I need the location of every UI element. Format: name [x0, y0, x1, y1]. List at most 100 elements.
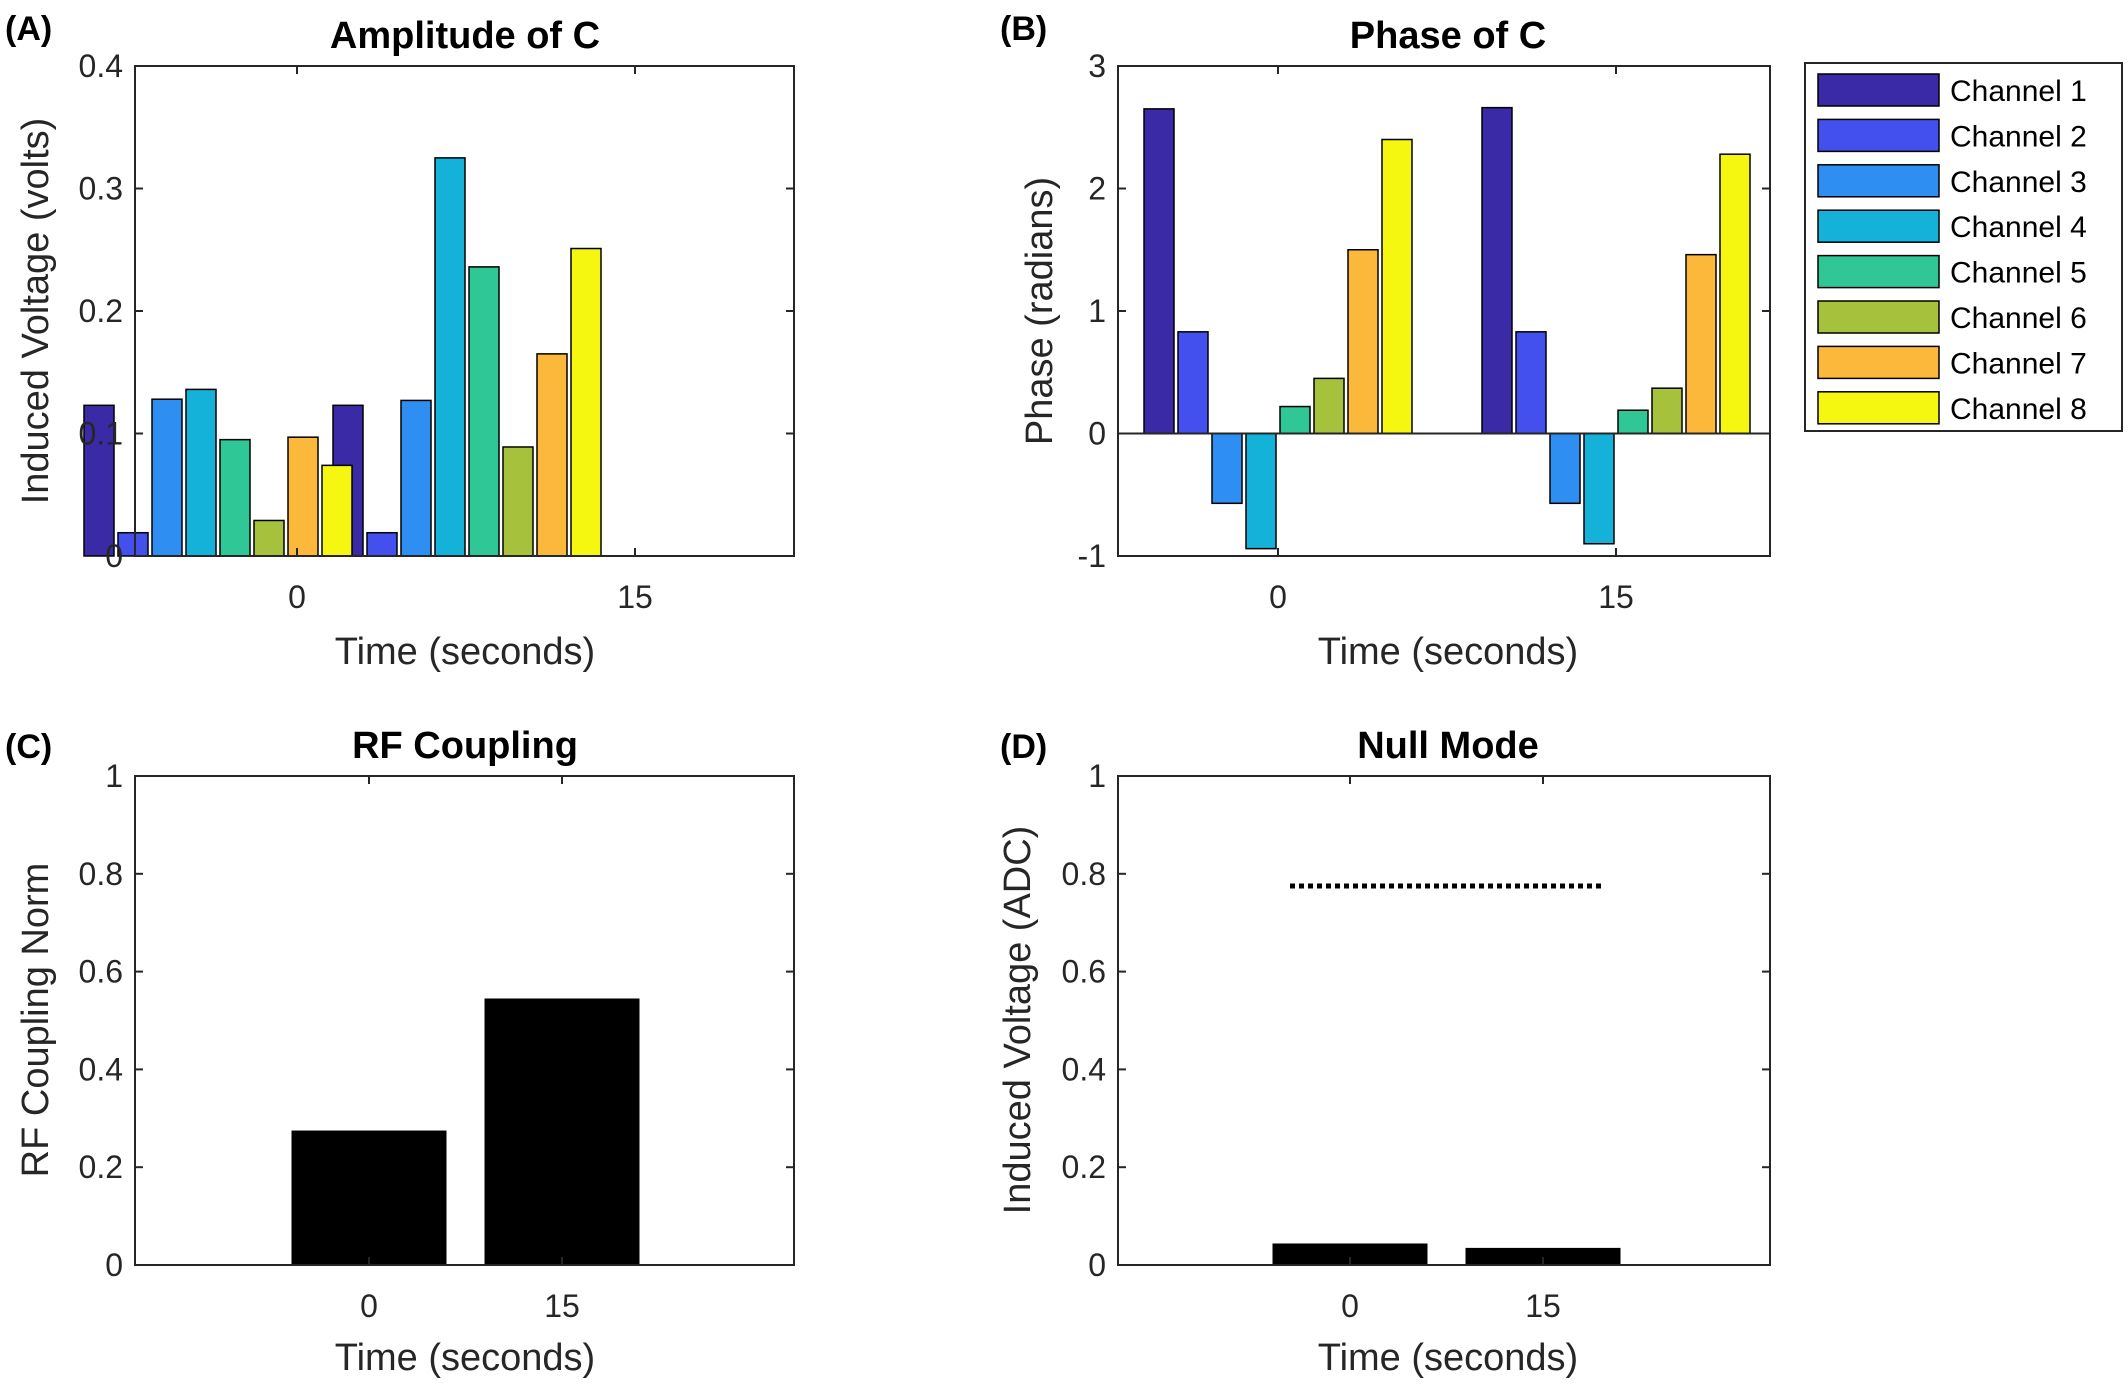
y-tick-label: 0 — [1088, 416, 1106, 452]
legend-swatch-channel-5 — [1817, 254, 1940, 289]
y-axis-label: Phase (radians) — [1019, 177, 1061, 445]
y-axis-label: Induced Voltage (ADC) — [997, 826, 1039, 1215]
y-tick-label: 0.2 — [1062, 1149, 1106, 1185]
bar-channel-6-t15 — [502, 446, 534, 557]
x-axis-label: Time (seconds) — [1318, 1337, 1578, 1379]
y-tick-label: 0.4 — [79, 1051, 123, 1087]
x-tick-label: 0 — [360, 1288, 378, 1324]
bar-channel-8-t15 — [1719, 153, 1751, 435]
bar-channel-8-t0 — [321, 464, 353, 557]
legend-swatch-channel-7 — [1817, 345, 1940, 380]
bar-channel-3-t15 — [1549, 432, 1581, 505]
bars-group — [291, 998, 640, 1265]
x-axis-ticks: 0 15 — [1269, 66, 1634, 615]
panel-label-a: (A) — [5, 10, 52, 48]
y-tick-label: 1 — [105, 758, 123, 794]
bar-channel-6-t0 — [253, 519, 285, 557]
bar-channel-4-t0 — [185, 388, 217, 557]
legend-label-channel-2: Channel 2 — [1950, 120, 2087, 153]
chart-title: Phase of C — [1350, 15, 1546, 57]
bar-channel-5-t15 — [1617, 409, 1649, 435]
x-tick-label: 0 — [1269, 579, 1287, 615]
legend-label-channel-1: Channel 1 — [1950, 75, 2087, 108]
chart-phase: Phase of C -1 0 1 2 3 0 15 Time (seconds) Pha… — [1019, 15, 1771, 673]
legend-label-channel-6: Channel 6 — [1950, 302, 2087, 335]
bar-channel-5-t0 — [1279, 405, 1311, 435]
bar-channel-7-t15 — [1685, 253, 1717, 435]
x-tick-label: 0 — [1341, 1288, 1359, 1324]
bar-channel-4-t15 — [434, 157, 466, 557]
legend-label-channel-8: Channel 8 — [1950, 393, 2087, 426]
bar-channel-4-t0 — [1245, 432, 1277, 550]
y-tick-label: 0.6 — [1062, 954, 1106, 990]
bar-channel-5-t15 — [468, 266, 500, 557]
bar-channel-8-t0 — [1381, 138, 1413, 435]
bar-channel-6-t0 — [1313, 377, 1345, 435]
bar-t0 — [1272, 1243, 1428, 1265]
x-axis-label: Time (seconds) — [335, 631, 595, 673]
y-tick-label: -1 — [1078, 538, 1106, 574]
bar-channel-7-t15 — [536, 353, 568, 557]
bar-channel-7-t0 — [1347, 249, 1379, 435]
chart-rf-coupling: RF Coupling 0 0.2 0.4 0.6 0.8 1 0 15 Time (sec… — [15, 725, 795, 1379]
chart-null-mode: Null Mode 0 0.2 0.4 0.6 0.8 1 0 15 Time (secon… — [997, 725, 1771, 1379]
bar-channel-6-t15 — [1651, 387, 1683, 435]
x-axis-label: Time (seconds) — [1318, 631, 1578, 673]
legend-label-channel-3: Channel 3 — [1950, 166, 2087, 199]
bar-channel-4-t15 — [1583, 432, 1615, 545]
legend-swatch-channel-2 — [1817, 118, 1940, 153]
chart-amplitude: Amplitude of C 0 0.1 0.2 0.3 0.4 0 15 Time (s… — [15, 15, 795, 673]
plot-frame — [134, 775, 795, 1266]
y-tick-label: 2 — [1088, 171, 1106, 207]
y-axis-label: Induced Voltage (volts) — [15, 118, 57, 505]
y-axis-ticks: 0 0.2 0.4 0.6 0.8 1 — [1062, 758, 1770, 1283]
y-tick-label: 0.4 — [1062, 1051, 1106, 1087]
y-tick-label: 0.1 — [79, 416, 123, 452]
x-tick-label: 15 — [1525, 1288, 1561, 1324]
y-tick-label: 0.8 — [1062, 856, 1106, 892]
x-axis-ticks: 0 15 — [288, 66, 653, 615]
y-tick-label: 0 — [105, 1247, 123, 1283]
y-axis-ticks: 0 0.2 0.4 0.6 0.8 1 — [79, 758, 794, 1283]
y-tick-label: 0.2 — [79, 293, 123, 329]
bars-group — [83, 157, 602, 557]
plot-frame — [1117, 775, 1771, 1266]
x-axis-ticks: 0 15 — [360, 776, 580, 1324]
x-tick-label: 15 — [544, 1288, 580, 1324]
bars-group — [1272, 883, 1621, 1265]
panel-label-c: (C) — [5, 728, 52, 766]
bar-channel-5-t0 — [219, 438, 251, 557]
y-tick-label: 0.6 — [79, 954, 123, 990]
y-tick-label: 0 — [105, 538, 123, 574]
y-tick-label: 0.4 — [79, 48, 123, 84]
bar-channel-7-t0 — [287, 436, 319, 557]
legend-swatch-channel-3 — [1817, 164, 1940, 198]
bar-channel-2-t15 — [366, 531, 398, 557]
bar-channel-1-t0 — [83, 404, 115, 557]
y-axis-label: RF Coupling Norm — [15, 863, 57, 1178]
y-axis-ticks: -1 0 1 2 3 — [1078, 48, 1770, 574]
panel-label-b: (B) — [1000, 10, 1047, 48]
y-tick-label: 1 — [1088, 758, 1106, 794]
y-tick-label: 0 — [1088, 1247, 1106, 1283]
legend-label-channel-4: Channel 4 — [1950, 211, 2087, 244]
x-tick-label: 15 — [1598, 579, 1634, 615]
bar-channel-3-t0 — [151, 398, 183, 557]
y-tick-label: 0.8 — [79, 856, 123, 892]
x-tick-label: 15 — [617, 579, 653, 615]
legend: Channel 1 Channel 2 Channel 3 Channel 4 Chan… — [1804, 62, 2123, 432]
x-axis-ticks: 0 15 — [1341, 776, 1561, 1324]
bar-t0 — [291, 1130, 447, 1265]
legend-label-channel-5: Channel 5 — [1950, 257, 2087, 290]
chart-title: RF Coupling — [352, 725, 578, 767]
bar-channel-2-t15 — [1515, 331, 1547, 435]
legend-swatch-channel-4 — [1817, 209, 1940, 243]
chart-title: Amplitude of C — [330, 15, 600, 57]
y-axis-ticks: 0 0.1 0.2 0.3 0.4 — [79, 48, 794, 574]
y-tick-label: 3 — [1088, 48, 1106, 84]
legend-swatch-channel-1 — [1817, 73, 1940, 107]
bar-channel-2-t0 — [1177, 331, 1209, 435]
panel-label-d: (D) — [1000, 728, 1047, 766]
chart-title: Null Mode — [1357, 725, 1539, 767]
y-tick-label: 1 — [1088, 293, 1106, 329]
